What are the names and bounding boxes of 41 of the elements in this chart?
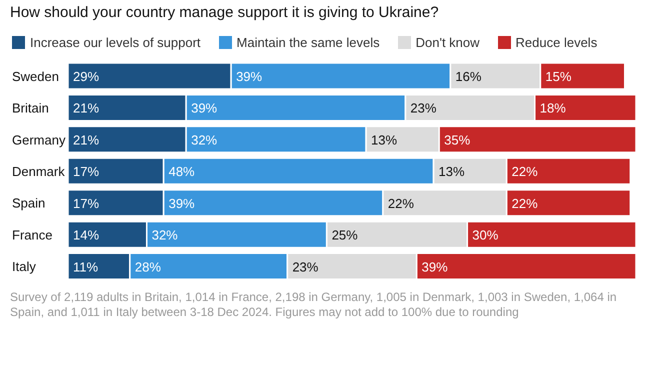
y-tick-label: Germany: [12, 132, 66, 148]
y-tick-label: France: [12, 227, 52, 242]
data-label: 13%: [371, 132, 398, 148]
data-label: 15%: [545, 69, 572, 84]
chart-title: How should your country manage support it is giving to Ukraine?: [10, 4, 440, 21]
y-tick-label: Sweden: [12, 68, 59, 84]
data-label: 22%: [388, 196, 414, 211]
text: Survey of 2,119 adults in Britain, 1,014 in France, 2,198 in Germany, 1,005 in Denmark, 1,003 in Sweden, 1,064 in Spain, and 1,011 in Italy between 3-18 Dec 2024. Figures may not add to 100% due to rounding: [10, 290, 618, 320]
y-tick-label: Denmark: [12, 164, 66, 179]
data-label: 14%: [73, 228, 100, 243]
data-label: 21%: [73, 132, 100, 148]
data-label: 11%: [73, 259, 98, 274]
data-label: 35%: [444, 132, 471, 148]
y-tick-label: Italy: [12, 259, 36, 274]
data-label: 18%: [540, 100, 566, 116]
y-tick-label: Britain: [12, 100, 49, 116]
data-label: 21%: [73, 100, 100, 116]
data-label: 39%: [236, 69, 263, 84]
data-label: 17%: [73, 164, 100, 180]
data-label: 22%: [512, 164, 538, 180]
data-label: 17%: [73, 196, 100, 211]
data-label: 32%: [152, 228, 178, 243]
data-label: 32%: [191, 132, 218, 148]
series-label: Maintain the same levels: [236, 35, 380, 50]
data-label: 29%: [73, 69, 100, 84]
data-label: 25%: [332, 228, 358, 243]
legend-label: Increase our levels of support: [30, 35, 201, 50]
data-label: 16%: [455, 69, 482, 84]
data-label: 22%: [512, 196, 538, 211]
data-label: 48%: [168, 164, 196, 180]
data-label: 23%: [292, 259, 319, 274]
legend-label: Reduce levels: [516, 35, 598, 50]
data-label: 13%: [438, 164, 466, 180]
data-label: 39%: [168, 196, 196, 211]
legend-label: Don't know: [416, 35, 480, 50]
data-label: 39%: [191, 100, 218, 116]
data-label: 30%: [472, 228, 499, 243]
data-label: 23%: [410, 100, 437, 116]
data-label: 39%: [422, 259, 448, 274]
data-label: 28%: [134, 259, 162, 274]
y-tick-label: Spain: [12, 196, 46, 211]
